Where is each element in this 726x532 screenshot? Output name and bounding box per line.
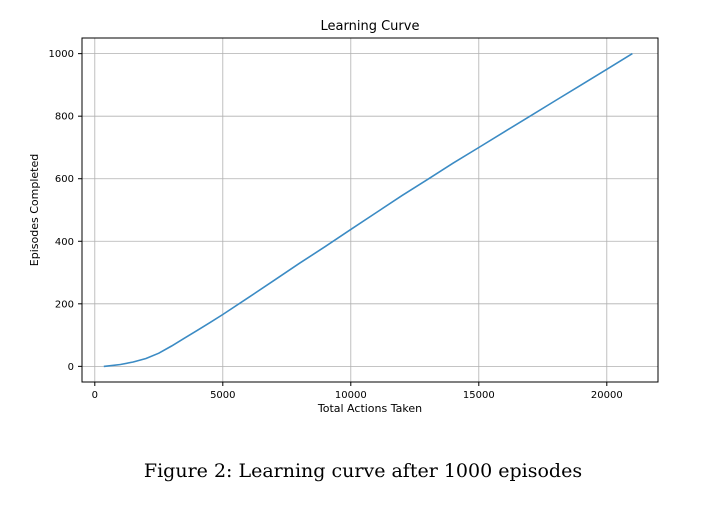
x-tick-label: 20000 [591,390,623,401]
tick-layer: 0 5000 10000 15000 20000 0 200 400 600 800 1000 [49,49,623,401]
figure-caption: Figure 2: Learning curve after 1000 epis… [143,460,583,482]
y-tick-label: 1000 [49,49,74,60]
y-tick-label: 200 [55,299,74,310]
y-tick-label: 800 [55,112,74,123]
x-tick-label: 5000 [210,390,235,401]
series-layer [103,52,633,368]
y-tick-label: 0 [68,362,74,373]
x-tick-label: 0 [92,390,98,401]
y-axis-label: Episodes Completed [28,154,41,266]
series-line [103,52,633,368]
grid-lines [82,38,658,382]
x-axis-label: Total Actions Taken [317,402,422,415]
learning-curve-chart: 0 5000 10000 15000 20000 0 200 400 600 800 1000 Le… [28,19,659,415]
plot-frame [81,37,659,383]
y-tick-label: 600 [55,174,74,185]
chart-title: Learning Curve [321,19,420,34]
y-tick-label: 400 [55,237,74,248]
x-tick-label: 10000 [335,390,367,401]
x-tick-label: 15000 [463,390,495,401]
